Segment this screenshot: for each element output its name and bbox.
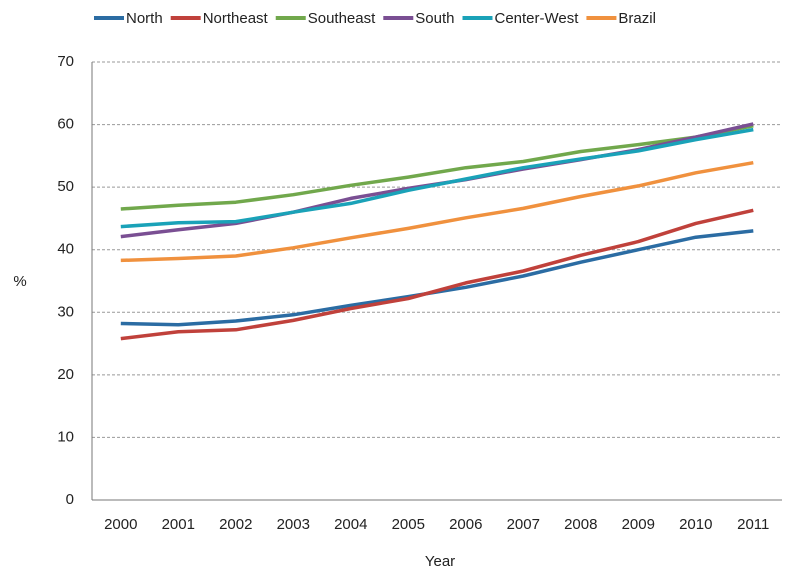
legend-label: Northeast <box>203 10 269 27</box>
x-tick-label: 2009 <box>622 516 655 533</box>
y-axis-label: % <box>13 273 26 290</box>
x-tick-label: 2005 <box>392 516 425 533</box>
y-tick-label: 40 <box>57 241 74 258</box>
x-tick-label: 2008 <box>564 516 597 533</box>
series-line <box>120 124 754 211</box>
y-tick-label: 10 <box>57 428 74 445</box>
series-line <box>120 208 754 341</box>
x-tick-label: 2006 <box>449 516 482 533</box>
y-tick-label: 50 <box>57 178 74 195</box>
y-tick-label: 60 <box>57 116 74 133</box>
x-tick-label: 2003 <box>277 516 310 533</box>
x-tick-label: 2007 <box>507 516 540 533</box>
legend-label: South <box>415 10 454 27</box>
x-tick-label: 2004 <box>334 516 367 533</box>
x-tick-label: 2002 <box>219 516 252 533</box>
series-line <box>120 229 754 327</box>
y-tick-label: 30 <box>57 303 74 320</box>
legend-label: North <box>126 10 163 27</box>
x-axis-label: Year <box>425 553 455 570</box>
x-tick-label: 2001 <box>162 516 195 533</box>
x-tick-label: 2011 <box>737 516 769 533</box>
x-tick-label: 2010 <box>679 516 712 533</box>
series-line <box>120 127 754 229</box>
legend-label: Southeast <box>308 10 376 27</box>
legend-label: Brazil <box>618 10 656 27</box>
series-line <box>120 160 754 263</box>
y-tick-label: 20 <box>57 366 74 383</box>
legend-label: Center-West <box>495 10 580 27</box>
y-tick-label: 70 <box>57 53 74 70</box>
x-tick-label: 2000 <box>104 516 137 533</box>
y-tick-label: 0 <box>66 491 74 508</box>
